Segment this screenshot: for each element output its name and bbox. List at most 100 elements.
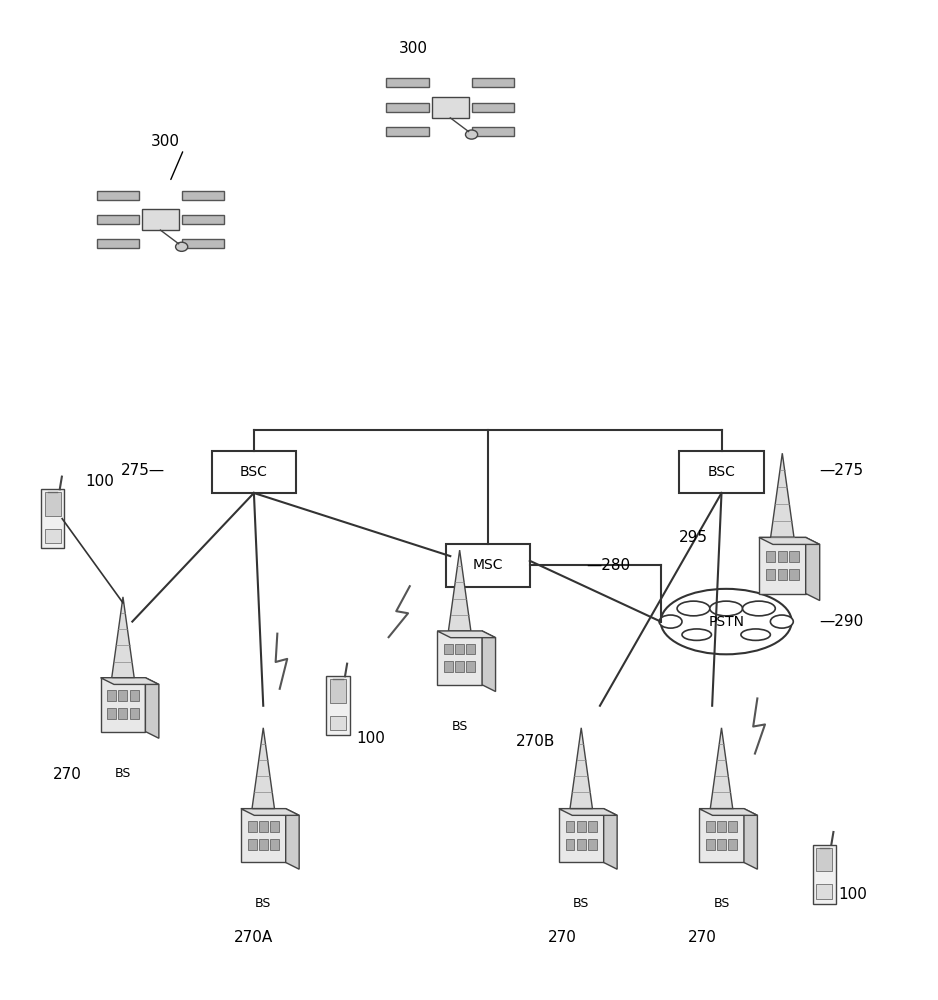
Ellipse shape <box>741 629 770 640</box>
Text: 300: 300 <box>399 41 428 56</box>
Bar <box>386 103 429 112</box>
Bar <box>129 708 139 719</box>
Bar <box>813 845 836 904</box>
Bar <box>566 839 574 850</box>
Polygon shape <box>241 809 286 862</box>
Bar <box>386 78 429 87</box>
Bar <box>97 215 139 224</box>
Bar <box>778 569 787 580</box>
Bar <box>107 690 116 701</box>
Bar <box>455 661 464 672</box>
Bar <box>107 708 116 719</box>
Text: BS: BS <box>573 897 589 910</box>
Bar <box>444 644 453 654</box>
Bar <box>472 78 514 87</box>
Text: MSC: MSC <box>473 558 503 572</box>
Text: 270A: 270A <box>234 930 274 945</box>
Bar <box>588 839 597 850</box>
Bar <box>588 821 597 832</box>
Ellipse shape <box>682 629 711 640</box>
Bar <box>118 690 128 701</box>
Ellipse shape <box>659 615 682 628</box>
Polygon shape <box>759 537 806 594</box>
Bar <box>789 551 798 562</box>
Text: BS: BS <box>114 767 131 780</box>
Text: BSC: BSC <box>707 465 735 479</box>
Text: 270: 270 <box>53 767 82 782</box>
Bar <box>778 551 787 562</box>
Bar <box>728 821 737 832</box>
Bar <box>45 492 61 516</box>
Polygon shape <box>241 809 299 815</box>
Bar <box>97 239 139 248</box>
Text: —275: —275 <box>820 463 864 478</box>
Text: —290: —290 <box>820 614 864 629</box>
Bar <box>143 209 178 230</box>
Bar <box>118 708 128 719</box>
Polygon shape <box>710 728 733 809</box>
Text: 275—: 275— <box>121 463 165 478</box>
Text: 270B: 270B <box>516 734 555 749</box>
Bar <box>455 644 464 654</box>
Polygon shape <box>437 631 495 638</box>
Polygon shape <box>145 678 159 738</box>
Text: BS: BS <box>451 720 468 733</box>
Polygon shape <box>100 678 159 684</box>
Bar <box>326 676 350 735</box>
Polygon shape <box>482 631 495 692</box>
Text: 100: 100 <box>85 474 114 489</box>
Text: PSTN: PSTN <box>708 615 744 629</box>
Text: 295: 295 <box>678 530 707 545</box>
Text: —280: —280 <box>586 558 630 573</box>
FancyBboxPatch shape <box>212 451 296 493</box>
Ellipse shape <box>465 130 477 139</box>
FancyBboxPatch shape <box>446 544 530 587</box>
Polygon shape <box>252 728 275 809</box>
Bar <box>705 839 715 850</box>
Text: 270: 270 <box>688 930 718 945</box>
Polygon shape <box>286 809 299 869</box>
Bar <box>766 569 776 580</box>
Bar <box>816 884 833 899</box>
Bar <box>129 690 139 701</box>
Bar <box>466 644 476 654</box>
Bar <box>566 821 574 832</box>
Polygon shape <box>744 809 757 869</box>
Text: 270: 270 <box>548 930 577 945</box>
Bar <box>259 821 267 832</box>
Polygon shape <box>112 597 134 678</box>
Polygon shape <box>570 728 593 809</box>
Bar <box>577 839 585 850</box>
Ellipse shape <box>660 589 792 654</box>
Polygon shape <box>559 809 617 815</box>
Bar <box>182 239 224 248</box>
Bar <box>705 821 715 832</box>
Bar <box>248 821 256 832</box>
Polygon shape <box>559 809 604 862</box>
Polygon shape <box>437 631 482 685</box>
Ellipse shape <box>710 601 743 616</box>
Bar <box>766 551 776 562</box>
Text: 300: 300 <box>151 134 179 149</box>
Bar <box>41 489 65 548</box>
Bar <box>182 191 224 200</box>
Bar <box>577 821 585 832</box>
Text: BSC: BSC <box>240 465 268 479</box>
Bar <box>717 821 726 832</box>
Bar <box>789 569 798 580</box>
Ellipse shape <box>770 615 794 628</box>
Polygon shape <box>699 809 757 815</box>
Bar <box>248 839 256 850</box>
Ellipse shape <box>743 601 776 616</box>
Polygon shape <box>448 550 471 631</box>
Bar <box>182 215 224 224</box>
Polygon shape <box>771 453 794 537</box>
Bar <box>717 839 726 850</box>
Polygon shape <box>699 809 744 862</box>
Polygon shape <box>759 537 820 544</box>
Polygon shape <box>604 809 617 869</box>
Bar <box>97 191 139 200</box>
Ellipse shape <box>175 242 188 251</box>
Bar <box>472 127 514 136</box>
Bar <box>472 103 514 112</box>
